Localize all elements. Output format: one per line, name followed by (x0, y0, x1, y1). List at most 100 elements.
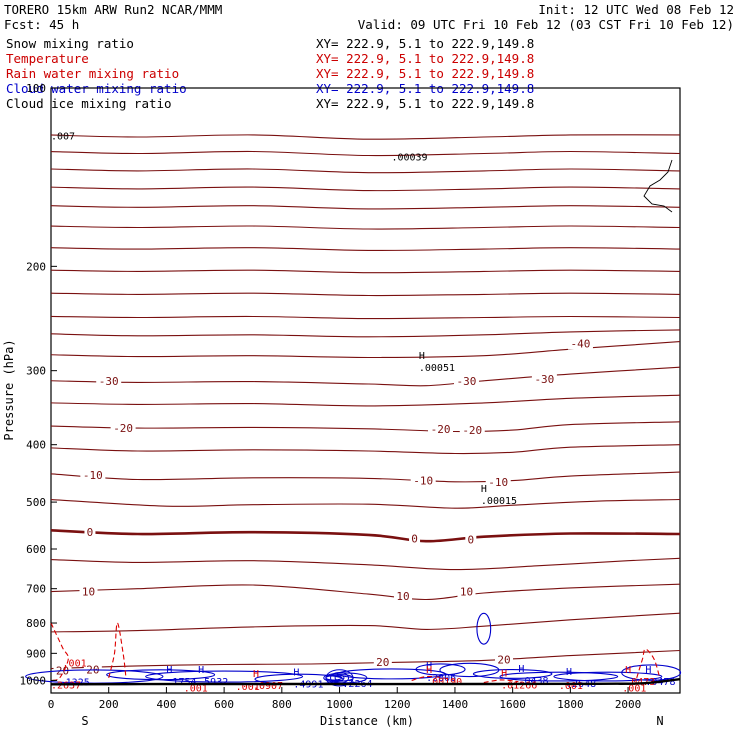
rain-water-high-symbol: H (426, 665, 432, 676)
cloud-ice-value: .00039 (391, 153, 427, 164)
cloud-water-high-symbol: H (645, 665, 651, 676)
temperature-contour-line (50, 649, 681, 670)
x-tick-label: 1000 (326, 698, 353, 711)
temperature-contour-line (50, 186, 681, 192)
temperature-contour-label: -20 (113, 422, 133, 435)
temperature-contour-label: -10 (83, 469, 103, 482)
legend-label: Temperature (6, 51, 89, 66)
rain-water-value: .001 (63, 659, 87, 670)
contour-label-background (83, 663, 102, 676)
cloud-water-high-symbol: H (293, 668, 299, 679)
cloud-ice-value: .007 (51, 132, 75, 143)
coastline-line (643, 159, 673, 213)
cloud-water-contour (145, 670, 304, 683)
x-tick-label: 1200 (384, 698, 411, 711)
cloud-ice-high-symbol: H (481, 484, 487, 495)
rain-water-value: .001 (184, 683, 208, 694)
x-tick-label: 1800 (557, 698, 584, 711)
rain-water-value: .0907 (253, 681, 283, 692)
temperature-contour-line (50, 168, 681, 174)
temperature-contour-line (50, 269, 681, 274)
temperature-contour-line (50, 247, 681, 251)
contour-label-background (394, 589, 413, 602)
temperature-contour-line (50, 529, 681, 543)
y-tick-label: 600 (26, 543, 46, 556)
legend-xy: XY= 222.9, 5.1 to 222.9,149.8 (316, 96, 534, 111)
temperature-contour-label: -30 (457, 375, 477, 388)
temperature-contour-label: -10 (488, 476, 508, 489)
cloud-water-contour (621, 664, 682, 681)
rain-water-high-symbol: H (253, 669, 259, 680)
coastline-outline (643, 159, 673, 213)
cloud-water-value: .0438 (518, 676, 548, 687)
cloud-ice-value: .00051 (419, 363, 455, 374)
rain-water-high-symbol: H (625, 665, 631, 676)
model-title: TORERO 15km ARW Run2 NCAR/MMM (4, 2, 222, 17)
temperature-contour-line (50, 150, 681, 157)
y-tick-label: 500 (26, 496, 46, 509)
contour-label-background (457, 585, 476, 598)
temperature-contour-label: -40 (571, 338, 591, 351)
cloud-water-high-symbol: H (566, 667, 572, 678)
cloud-water-contour (106, 669, 216, 681)
cloud-water-contour (334, 674, 345, 682)
contour-label-background (531, 373, 557, 386)
temperature-contour-label: -30 (534, 373, 554, 386)
cloud-water-contour (553, 671, 663, 682)
y-tick-label: 800 (26, 617, 46, 630)
temperature-contour-line (50, 329, 681, 338)
north-label: N (656, 714, 663, 728)
temperature-contour-line (50, 134, 681, 140)
temperature-contour-line (50, 498, 681, 509)
contour-label-background (79, 585, 98, 598)
y-axis-label: Pressure (hPa) (2, 339, 16, 440)
rain-water-contour (108, 622, 127, 678)
legend-xy: XY= 222.9, 5.1 to 222.9,149.8 (316, 51, 534, 66)
cloud-water-value: .1754 (166, 677, 196, 688)
temperature-contour-label: 10 (460, 586, 473, 599)
temperature-contour-label: 10 (82, 586, 95, 599)
cloud-water-high-symbol: H (198, 665, 204, 676)
x-axis-label: Distance (km) (320, 714, 414, 728)
rain-water-value: .2637 (51, 681, 81, 692)
legend-xy: XY= 222.9, 5.1 to 222.9,149.8 (316, 66, 534, 81)
temperature-contour-line (50, 292, 681, 297)
x-axis-ticks: 0 200 400 600 800 1000 1200 1400 1600 1800 2000 (48, 687, 641, 711)
contour-label-background (409, 532, 421, 545)
temperature-contour-line (50, 225, 681, 230)
temperature-contour-line (50, 315, 681, 320)
y-tick-label: 100 (26, 82, 46, 95)
cloud-water-high-symbol: H (426, 661, 432, 672)
y-tick-label: 400 (26, 439, 46, 452)
y-tick-label: 700 (26, 583, 46, 596)
cloud-water-contour (325, 669, 354, 687)
temperature-contour-line (50, 612, 681, 633)
rain-water-contours (50, 622, 661, 684)
legend-label: Rain water mixing ratio (6, 66, 179, 81)
plot-frame (50, 87, 681, 694)
temperature-contour-line (50, 557, 681, 571)
cloud-water-contour (476, 612, 492, 645)
contour-label-background (459, 424, 485, 437)
temperature-contour-label: 0 (87, 526, 94, 539)
contour-label-background (465, 533, 477, 546)
cloud-water-contour (336, 668, 446, 680)
cloud-water-contour (472, 668, 553, 679)
temperature-contour-labels: -40 -30 -30 -30 -20 -20 -20 -10 -10 -10 0 0 0 10 10 10 2… (53, 337, 593, 677)
x-tick-label: 600 (214, 698, 234, 711)
cloud-water-value: .5932 (198, 677, 228, 688)
contour-label-background (84, 526, 96, 539)
contour-label-background (485, 475, 511, 488)
cloud-water-value: .2806 (426, 673, 456, 684)
temperature-contour-label: 20 (497, 654, 510, 667)
rain-water-value: .01266 (501, 681, 537, 692)
contour-label-background (453, 374, 479, 387)
rain-water-value: .001 (622, 683, 646, 694)
temperature-contour-label: 20 (376, 656, 389, 669)
temperature-contour-line (50, 205, 681, 210)
rain-water-contour (50, 622, 69, 681)
legend-label: Cloud ice mixing ratio (6, 96, 172, 111)
rain-water-contour (483, 679, 519, 684)
x-tick-label: 800 (272, 698, 292, 711)
temperature-contour-label: -20 (431, 423, 451, 436)
